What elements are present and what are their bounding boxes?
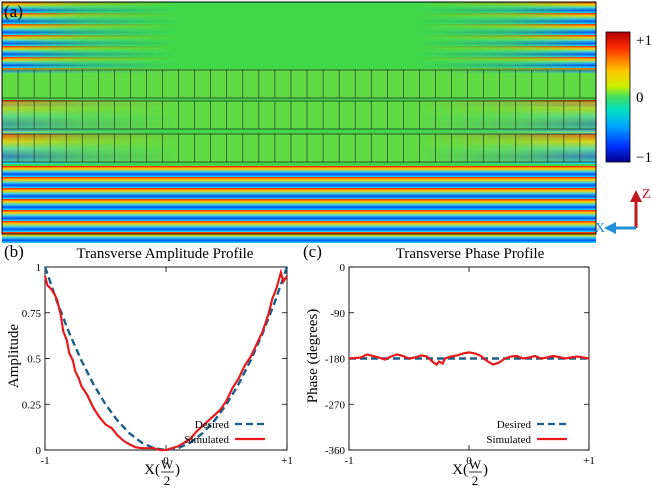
panel-b-xlabel-den: 2: [164, 473, 171, 488]
colorbar-max-label: +1: [636, 33, 652, 49]
phase-y-tick-label: -90: [330, 308, 345, 320]
panel-b-title: Transverse Amplitude Profile: [77, 246, 254, 262]
wave-stripe: [2, 166, 596, 177]
field-stripes: [2, 166, 596, 243]
wave-stripe: [2, 134, 596, 164]
wave-stripe: [2, 57, 596, 68]
amp-x-tick-label: +1: [281, 455, 293, 467]
metasurface-cells: [1, 69, 597, 163]
phase-plot: 0 -90 -180 -270 -360-1 0 +1 Desired Simulated: [325, 262, 595, 467]
panel-b-ylabel: Amplitude: [6, 324, 22, 389]
panel-c-xlabel-num: W: [469, 457, 482, 472]
amp-y-tick-label: 1: [36, 262, 42, 274]
amp-legend-label: Simulated: [184, 434, 229, 446]
phase-series-simulated: [348, 351, 590, 367]
wave-stripe: [2, 210, 596, 221]
colorbar-gradient: [605, 31, 631, 163]
phase-x-tick-label: 0: [466, 455, 472, 467]
phase-x-tick-label: -1: [344, 455, 353, 467]
phase-legend-label: Simulated: [486, 434, 531, 446]
field-map-border: [1, 1, 597, 235]
amp-y-tick-label: 0.75: [22, 308, 42, 320]
panel-b-xlabel: X( W 2 ): [144, 457, 180, 488]
wave-stripe: [2, 46, 596, 57]
phase-y-tick-label: 0: [340, 262, 346, 274]
phase-x-tick-label: +1: [583, 455, 595, 467]
wave-stripe: [2, 35, 596, 46]
amp-x-tick-label: -1: [40, 455, 49, 467]
panel-c-xlabel: X( W 2 ): [452, 457, 488, 488]
panel-b-xlabel-num: W: [161, 457, 174, 472]
amp-legend-label: Desired: [195, 419, 230, 431]
phase-y-tick-label: -270: [325, 399, 346, 411]
colorbar: Ez +1 0 −1: [605, 31, 652, 166]
wave-stripe: [2, 2, 596, 13]
amp-y-tick-label: 0.25: [22, 399, 42, 411]
wave-stripe: [2, 68, 596, 73]
z-axis-label: Z: [642, 187, 651, 202]
wave-stripe: [2, 177, 596, 188]
wave-stripe: [2, 13, 596, 24]
wave-stripe: [2, 100, 596, 132]
field-stripes-edges: [2, 2, 596, 164]
wave-stripe: [2, 199, 596, 210]
field-map: [1, 1, 597, 243]
metasurface-layer: [1, 133, 597, 163]
panel-c-xlabel-den: 2: [472, 473, 479, 488]
wave-stripe: [2, 232, 596, 243]
amp-x-tick-label: 0: [163, 455, 169, 467]
panel-c-xlabel-prefix: X(: [452, 462, 468, 478]
panel-b-xlabel-prefix: X(: [144, 462, 160, 478]
colorbar-mid-label: 0: [636, 90, 644, 106]
panel-c-xlabel-suffix: ): [483, 462, 488, 478]
wave-stripe: [2, 221, 596, 232]
panel-b-xlabel-suffix: ): [175, 462, 180, 478]
phase-y-tick-label: -360: [325, 445, 346, 457]
amp-y-tick-label: 0: [36, 445, 42, 457]
axis-indicator: Z X: [595, 187, 651, 236]
panel-c-ylabel: Phase (degrees): [305, 309, 321, 404]
phase-y-tick-label: -180: [325, 354, 346, 366]
metasurface-layer: [1, 100, 597, 130]
phase-legend-label: Desired: [497, 419, 532, 431]
panel-b-label: (b): [4, 242, 24, 261]
metasurface-layer: [1, 69, 597, 99]
z-arrow-head: [630, 190, 642, 202]
amp-y-tick-label: 0.5: [27, 354, 41, 366]
panel-a-label: (a): [4, 2, 23, 21]
wave-stripe: [2, 24, 596, 35]
x-axis-label: X: [595, 221, 605, 236]
panel-c-label: (c): [303, 242, 322, 261]
wave-stripe: [2, 130, 596, 137]
colorbar-min-label: −1: [636, 150, 652, 166]
amp-series-simulated: [43, 268, 288, 452]
panel-c-title: Transverse Phase Profile: [396, 246, 545, 262]
x-arrow-head: [604, 222, 616, 234]
wave-stripe: [2, 188, 596, 199]
